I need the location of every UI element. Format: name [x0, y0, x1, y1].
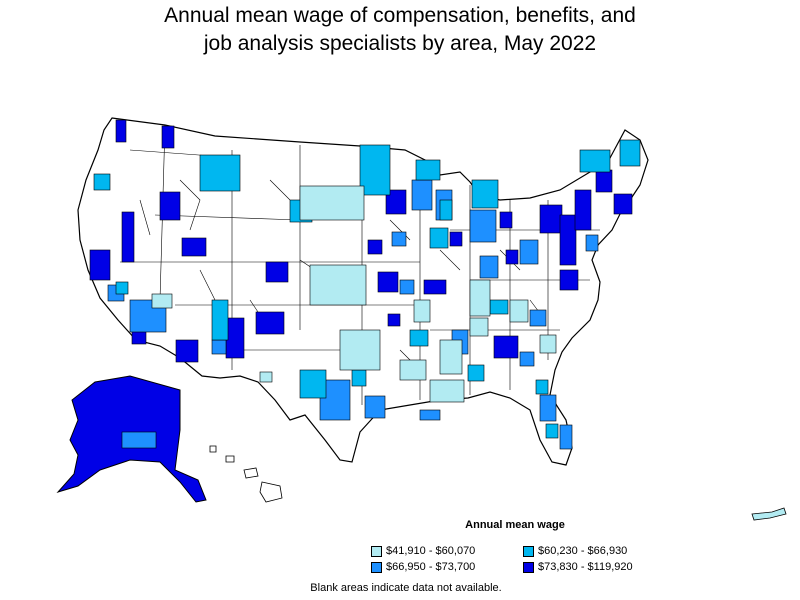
legend-item-tier-2: $60,230 - $66,930 — [523, 545, 627, 557]
legend-item-tier-3: $66,950 - $73,700 — [371, 561, 475, 573]
map-title: Annual mean wage of compensation, benefi… — [0, 2, 800, 58]
legend-item-tier-4: $73,830 - $119,920 — [523, 561, 633, 573]
legend-item-tier-1: $41,910 - $60,070 — [371, 545, 475, 557]
legend-swatch-tier-1 — [371, 545, 382, 557]
legend-swatch-tier-4 — [523, 561, 534, 573]
legend-swatch-tier-3 — [371, 561, 382, 573]
legend-label-tier-4: $73,830 - $119,920 — [538, 561, 633, 573]
legend-label-tier-3: $66,950 - $73,700 — [386, 561, 476, 573]
legend-label-tier-2: $60,230 - $66,930 — [538, 545, 628, 557]
legend-title: Annual mean wage — [465, 519, 565, 531]
title-line-1: Annual mean wage of compensation, benefi… — [164, 4, 636, 27]
title-line-2: job analysis specialists by area, May 20… — [203, 32, 597, 55]
hawaii — [209, 445, 283, 503]
legend-label-tier-1: $41,910 - $60,070 — [386, 545, 476, 557]
puerto-rico — [751, 507, 787, 521]
alaska-area-inset — [121, 431, 157, 449]
legend-swatch-tier-2 — [523, 545, 534, 557]
tier-4-areas — [89, 119, 633, 363]
wage-areas — [89, 119, 641, 453]
tier-1-areas — [151, 185, 557, 403]
data-availability-note: Blank areas indicate data not available. — [310, 582, 502, 594]
